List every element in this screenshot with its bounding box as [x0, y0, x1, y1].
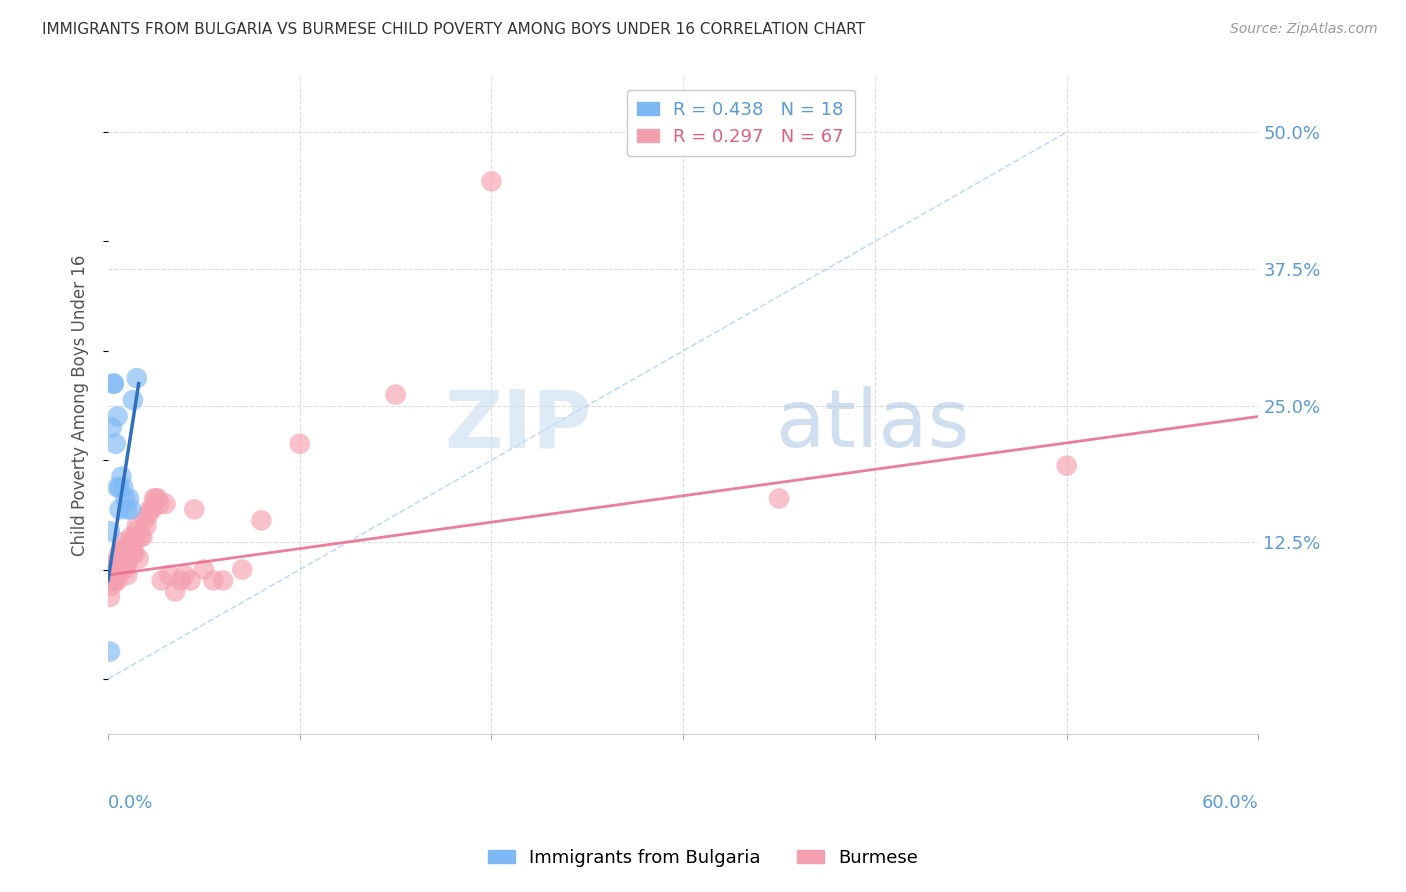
Point: [146, 491, 169, 506]
Point: [104, 557, 127, 571]
Text: IMMIGRANTS FROM BULGARIA VS BURMESE CHILD POVERTY AMONG BOYS UNDER 16 CORRELATIO: IMMIGRANTS FROM BULGARIA VS BURMESE CHIL…: [42, 22, 865, 37]
Point: [104, 563, 127, 577]
Point: [139, 502, 162, 516]
Point: [103, 574, 125, 588]
Text: atlas: atlas: [775, 386, 970, 464]
Y-axis label: Child Poverty Among Boys Under 16: Child Poverty Among Boys Under 16: [72, 255, 89, 557]
Point: [108, 551, 131, 566]
Point: [150, 574, 173, 588]
Point: [165, 584, 187, 599]
Point: [481, 174, 503, 188]
Point: [120, 535, 142, 549]
Point: [103, 563, 125, 577]
Point: [104, 574, 127, 588]
Point: [107, 563, 129, 577]
Point: [98, 524, 121, 539]
Point: [125, 530, 148, 544]
Point: [134, 513, 156, 527]
Point: [112, 535, 135, 549]
Point: [101, 420, 124, 434]
Text: 0.0%: 0.0%: [108, 794, 153, 812]
Point: [179, 574, 201, 588]
Point: [145, 491, 167, 506]
Point: [183, 502, 205, 516]
Point: [231, 563, 253, 577]
Point: [108, 502, 131, 516]
Text: ZIP: ZIP: [444, 386, 591, 464]
Point: [120, 502, 142, 516]
Point: [170, 574, 193, 588]
Point: [110, 546, 132, 560]
Point: [124, 546, 146, 560]
Text: Source: ZipAtlas.com: Source: ZipAtlas.com: [1230, 22, 1378, 37]
Point: [110, 469, 132, 483]
Point: [103, 376, 125, 391]
Point: [114, 491, 136, 506]
Point: [107, 409, 129, 424]
Point: [120, 530, 142, 544]
Point: [112, 541, 135, 555]
Point: [107, 574, 129, 588]
Point: [108, 546, 131, 560]
Point: [202, 574, 225, 588]
Point: [136, 508, 159, 522]
Point: [250, 513, 273, 527]
Point: [101, 579, 124, 593]
Point: [212, 574, 235, 588]
Point: [768, 491, 790, 506]
Point: [384, 387, 406, 401]
Legend: R = 0.438   N = 18, R = 0.297   N = 67: R = 0.438 N = 18, R = 0.297 N = 67: [627, 90, 855, 156]
Point: [129, 530, 152, 544]
Point: [108, 481, 131, 495]
Point: [173, 568, 195, 582]
Point: [193, 563, 215, 577]
Point: [118, 551, 141, 566]
Point: [112, 546, 135, 560]
Point: [131, 530, 153, 544]
Point: [104, 437, 127, 451]
Point: [98, 644, 121, 658]
Point: [118, 541, 141, 555]
Point: [141, 502, 163, 516]
Point: [115, 502, 138, 516]
Point: [103, 568, 125, 582]
Point: [128, 551, 150, 566]
Point: [107, 481, 129, 495]
Point: [122, 392, 145, 407]
Point: [155, 497, 177, 511]
Point: [1056, 458, 1078, 473]
Point: [125, 371, 148, 385]
Point: [108, 563, 131, 577]
Point: [110, 563, 132, 577]
Point: [118, 491, 141, 506]
Point: [98, 557, 121, 571]
Point: [114, 563, 136, 577]
Point: [125, 518, 148, 533]
Point: [122, 546, 145, 560]
Legend: Immigrants from Bulgaria, Burmese: Immigrants from Bulgaria, Burmese: [481, 842, 925, 874]
Point: [135, 518, 157, 533]
Point: [110, 551, 132, 566]
Point: [122, 535, 145, 549]
Point: [288, 437, 311, 451]
Point: [125, 524, 148, 539]
Point: [107, 557, 129, 571]
Point: [101, 574, 124, 588]
Point: [112, 481, 135, 495]
Point: [157, 568, 180, 582]
Point: [115, 541, 138, 555]
Text: 60.0%: 60.0%: [1202, 794, 1258, 812]
Point: [103, 376, 125, 391]
Point: [98, 590, 121, 604]
Point: [149, 497, 172, 511]
Point: [114, 546, 136, 560]
Point: [115, 568, 138, 582]
Point: [115, 557, 138, 571]
Point: [143, 491, 166, 506]
